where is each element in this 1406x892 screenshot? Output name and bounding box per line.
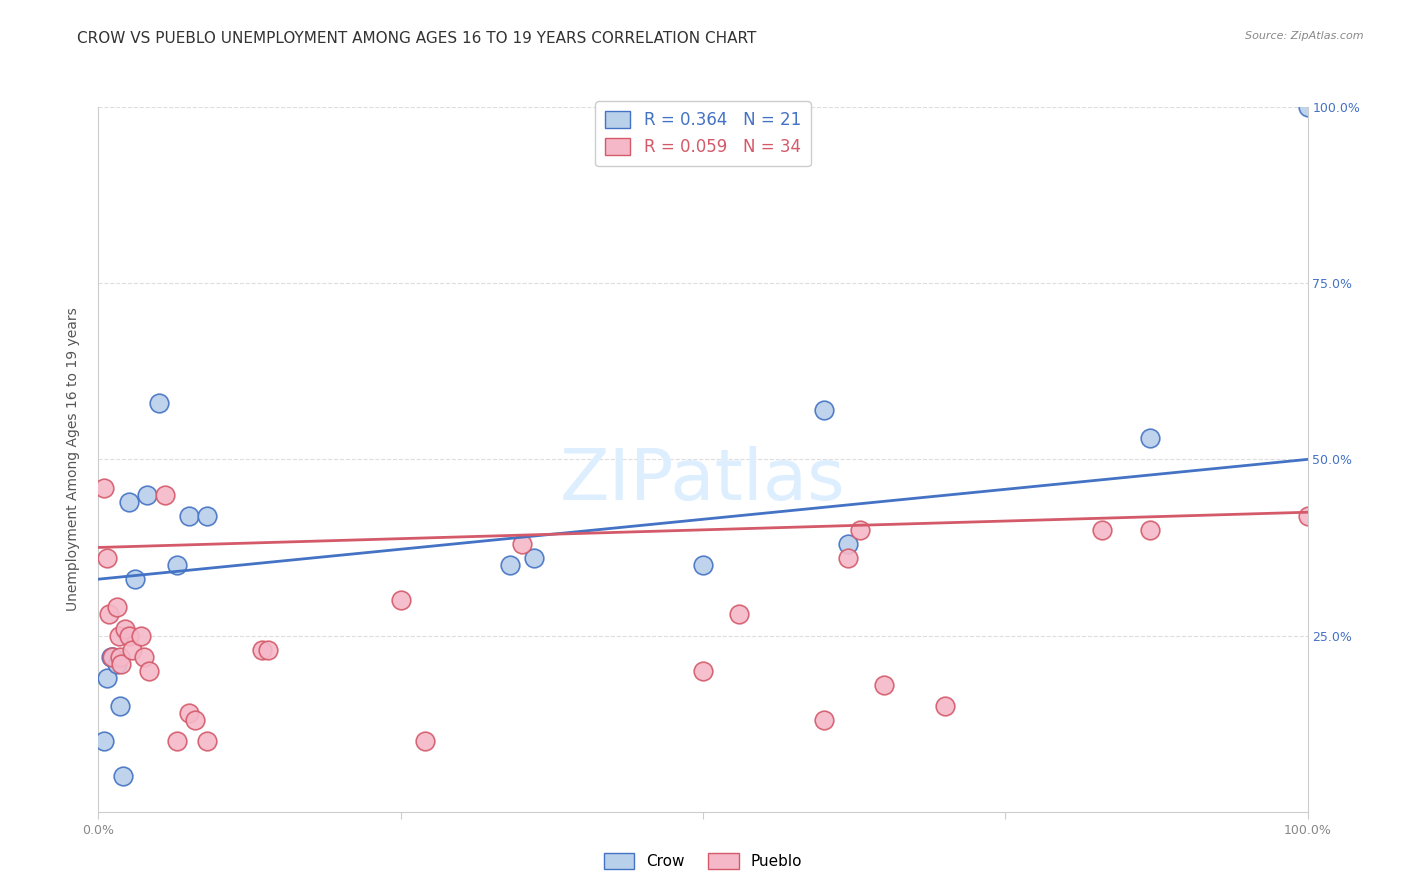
Point — [111, 769, 134, 784]
Point — [96, 551, 118, 566]
Point — [105, 600, 128, 615]
Point — [1296, 508, 1319, 523]
Point — [96, 671, 118, 685]
Point — [108, 628, 131, 642]
Point — [179, 706, 201, 720]
Point — [389, 593, 412, 607]
Point — [813, 403, 835, 417]
Point — [184, 713, 207, 727]
Point — [728, 607, 751, 622]
Point — [692, 664, 714, 678]
Point — [100, 649, 122, 664]
Point — [849, 523, 872, 537]
Point — [108, 649, 131, 664]
Point — [813, 713, 835, 727]
Point — [148, 396, 170, 410]
Point — [523, 551, 546, 566]
Point — [837, 551, 859, 566]
Point — [129, 628, 152, 642]
Point — [837, 537, 859, 551]
Point — [110, 657, 132, 671]
Point — [195, 734, 218, 748]
Point — [873, 678, 896, 692]
Point — [179, 508, 201, 523]
Point — [692, 558, 714, 573]
Point — [134, 649, 156, 664]
Point — [93, 734, 115, 748]
Y-axis label: Unemployment Among Ages 16 to 19 years: Unemployment Among Ages 16 to 19 years — [66, 308, 80, 611]
Point — [98, 607, 121, 622]
Point — [413, 734, 436, 748]
Text: ZIPatlas: ZIPatlas — [560, 446, 846, 515]
Point — [135, 487, 157, 501]
Point — [118, 628, 141, 642]
Point — [114, 622, 136, 636]
Point — [510, 537, 533, 551]
Point — [250, 642, 273, 657]
Point — [195, 508, 218, 523]
Point — [1091, 523, 1114, 537]
Point — [121, 642, 143, 657]
Point — [108, 699, 131, 714]
Point — [934, 699, 956, 714]
Text: Source: ZipAtlas.com: Source: ZipAtlas.com — [1246, 31, 1364, 41]
Point — [498, 558, 520, 573]
Point — [166, 558, 188, 573]
Legend: R = 0.364   N = 21, R = 0.059   N = 34: R = 0.364 N = 21, R = 0.059 N = 34 — [595, 102, 811, 166]
Point — [105, 657, 128, 671]
Text: CROW VS PUEBLO UNEMPLOYMENT AMONG AGES 16 TO 19 YEARS CORRELATION CHART: CROW VS PUEBLO UNEMPLOYMENT AMONG AGES 1… — [77, 31, 756, 46]
Legend: Crow, Pueblo: Crow, Pueblo — [598, 847, 808, 875]
Point — [118, 494, 141, 508]
Point — [93, 481, 115, 495]
Point — [124, 572, 146, 586]
Point — [1139, 523, 1161, 537]
Point — [100, 649, 122, 664]
Point — [256, 642, 278, 657]
Point — [166, 734, 188, 748]
Point — [1296, 100, 1319, 114]
Point — [138, 664, 160, 678]
Point — [153, 487, 176, 501]
Point — [1139, 431, 1161, 445]
Point — [101, 649, 124, 664]
